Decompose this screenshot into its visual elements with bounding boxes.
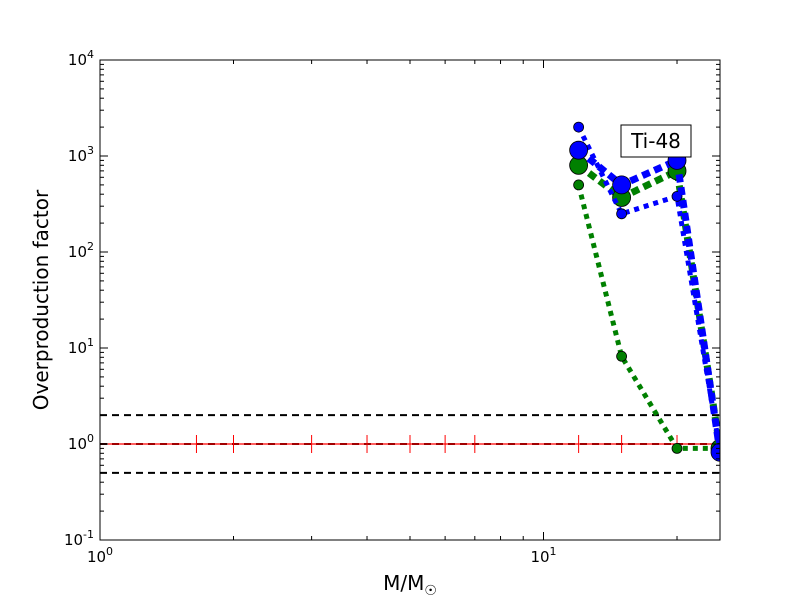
tick-exponent: 1 <box>87 336 94 349</box>
series-line <box>576 184 720 451</box>
x-tick-label: 101 <box>530 545 556 566</box>
y-tick-label: 104 <box>68 48 94 69</box>
annotation-label: Ti-48 <box>630 129 681 153</box>
tick-exponent: -1 <box>83 528 94 541</box>
tick-exponent: 3 <box>87 144 94 157</box>
tick-base: 10 <box>68 147 87 165</box>
series-line <box>576 147 720 453</box>
y-tick-label: 103 <box>68 144 94 165</box>
tick-base: 10 <box>68 243 87 261</box>
x-axis-title: M/M☉ <box>383 571 437 599</box>
series-marker <box>616 208 628 220</box>
tick-exponent: 0 <box>106 545 113 558</box>
y-tick-label: 102 <box>68 240 94 261</box>
x-tick-label: 100 <box>87 545 113 566</box>
tick-base: 10 <box>68 339 87 357</box>
tick-exponent: 0 <box>87 432 94 445</box>
series-marker <box>612 175 632 195</box>
series-marker <box>569 140 589 160</box>
tick-base: 10 <box>530 548 549 566</box>
tick-exponent: 2 <box>87 240 94 253</box>
y-axis-title: Overproduction factor <box>29 189 53 410</box>
tick-exponent: 1 <box>550 545 557 558</box>
series-marker <box>573 179 585 191</box>
y-tick-label: 101 <box>68 336 94 357</box>
y-tick-label: 100 <box>68 432 94 453</box>
series-marker <box>710 442 720 462</box>
annotation-box: Ti-48 <box>620 124 692 158</box>
plot-frame <box>99 59 721 541</box>
plot-area <box>100 121 720 474</box>
series-marker <box>573 121 585 133</box>
series-marker <box>671 442 683 454</box>
series-line <box>576 162 720 449</box>
series-marker <box>616 350 628 362</box>
tick-base: 10 <box>64 531 83 549</box>
tick-base: 10 <box>87 548 106 566</box>
x-axis-title-text: M/M <box>383 571 424 595</box>
y-tick-label: 10-1 <box>64 528 94 549</box>
tick-exponent: 4 <box>87 48 94 61</box>
tick-base: 10 <box>68 435 87 453</box>
x-axis-title-subscript: ☉ <box>424 583 437 599</box>
tick-base: 10 <box>68 51 87 69</box>
